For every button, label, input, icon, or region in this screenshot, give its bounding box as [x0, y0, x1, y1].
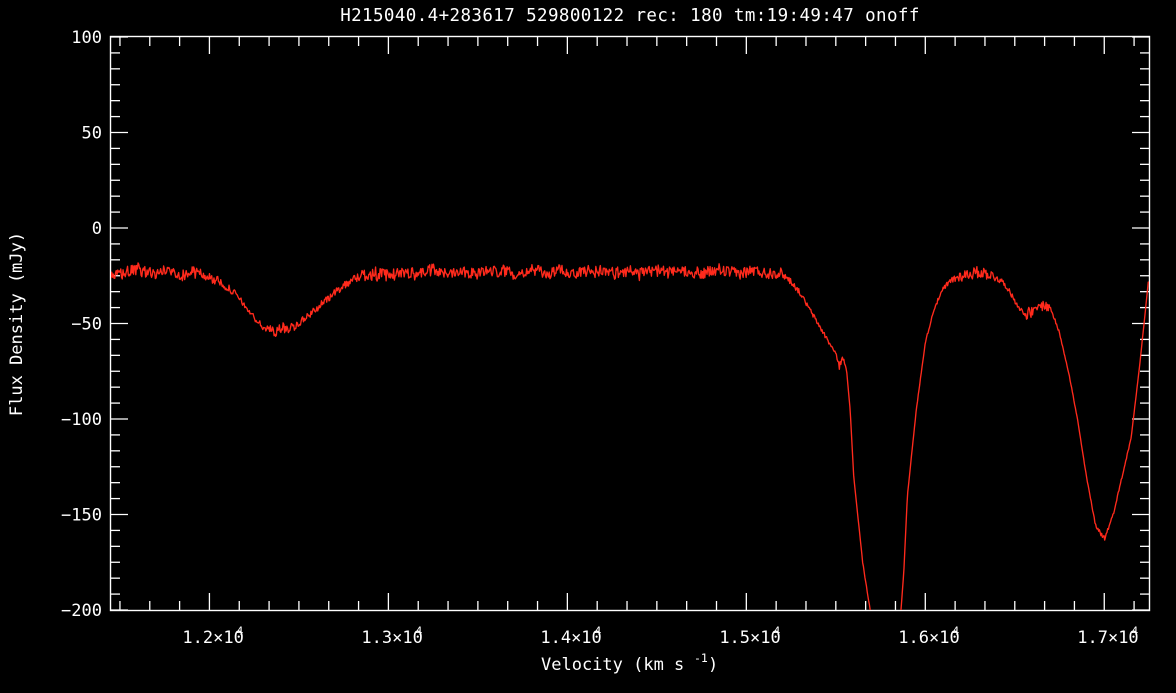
page-title: H215040.4+283617 529800122 rec: 180 tm:1… [340, 6, 920, 26]
x-tick-label-exponent: 4 [952, 624, 959, 638]
x-axis-tick-labels: 1.2×104 1.3×104 1.4×104 1.5×104 1.6×104 1.7×1… [182, 624, 1138, 648]
x-axis-title-main: Velocity (km s [541, 655, 684, 675]
x-axis-title-exponent: -1 [694, 651, 708, 665]
x-tick-label-mantissa: 1.5×10 [719, 628, 780, 648]
y-tick-label: 0 [92, 219, 102, 239]
x-tick-label-mantissa: 1.6×10 [898, 628, 959, 648]
x-tick-label: 1.5×104 [719, 624, 780, 648]
x-tick-label-mantissa: 1.3×10 [361, 628, 422, 648]
y-tick-label: −150 [61, 506, 102, 526]
x-axis-title-suffix: ) [708, 655, 718, 675]
y-tick-label: −50 [71, 315, 102, 335]
plot-frame [109, 35, 1151, 612]
x-tick-label-exponent: 4 [415, 624, 422, 638]
y-tick-label: 100 [71, 28, 102, 48]
y-axis-tick-labels: 100 50 0 −50 −100 −150 −200 [61, 28, 102, 621]
x-tick-label: 1.3×104 [361, 624, 422, 648]
x-tick-label: 1.7×104 [1077, 624, 1138, 648]
y-tick-label: 50 [82, 124, 102, 144]
spectrum-line [111, 262, 1149, 610]
x-axis-ticks [119, 37, 1135, 610]
x-axis-title: Velocity (km s -1 ) [541, 651, 718, 675]
x-tick-label-exponent: 4 [773, 624, 780, 638]
x-tick-label: 1.6×104 [898, 624, 959, 648]
x-tick-label-exponent: 4 [236, 624, 243, 638]
x-tick-label: 1.4×104 [540, 624, 601, 648]
x-tick-label-mantissa: 1.2×10 [182, 628, 243, 648]
x-tick-label-mantissa: 1.7×10 [1077, 628, 1138, 648]
x-tick-label-exponent: 4 [1131, 624, 1138, 638]
x-tick-label: 1.2×104 [182, 624, 243, 648]
y-tick-label: −200 [61, 601, 102, 621]
x-tick-label-exponent: 4 [594, 624, 601, 638]
x-tick-label-mantissa: 1.4×10 [540, 628, 601, 648]
y-axis-title: Flux Density (mJy) [7, 232, 27, 416]
y-tick-label: −100 [61, 410, 102, 430]
